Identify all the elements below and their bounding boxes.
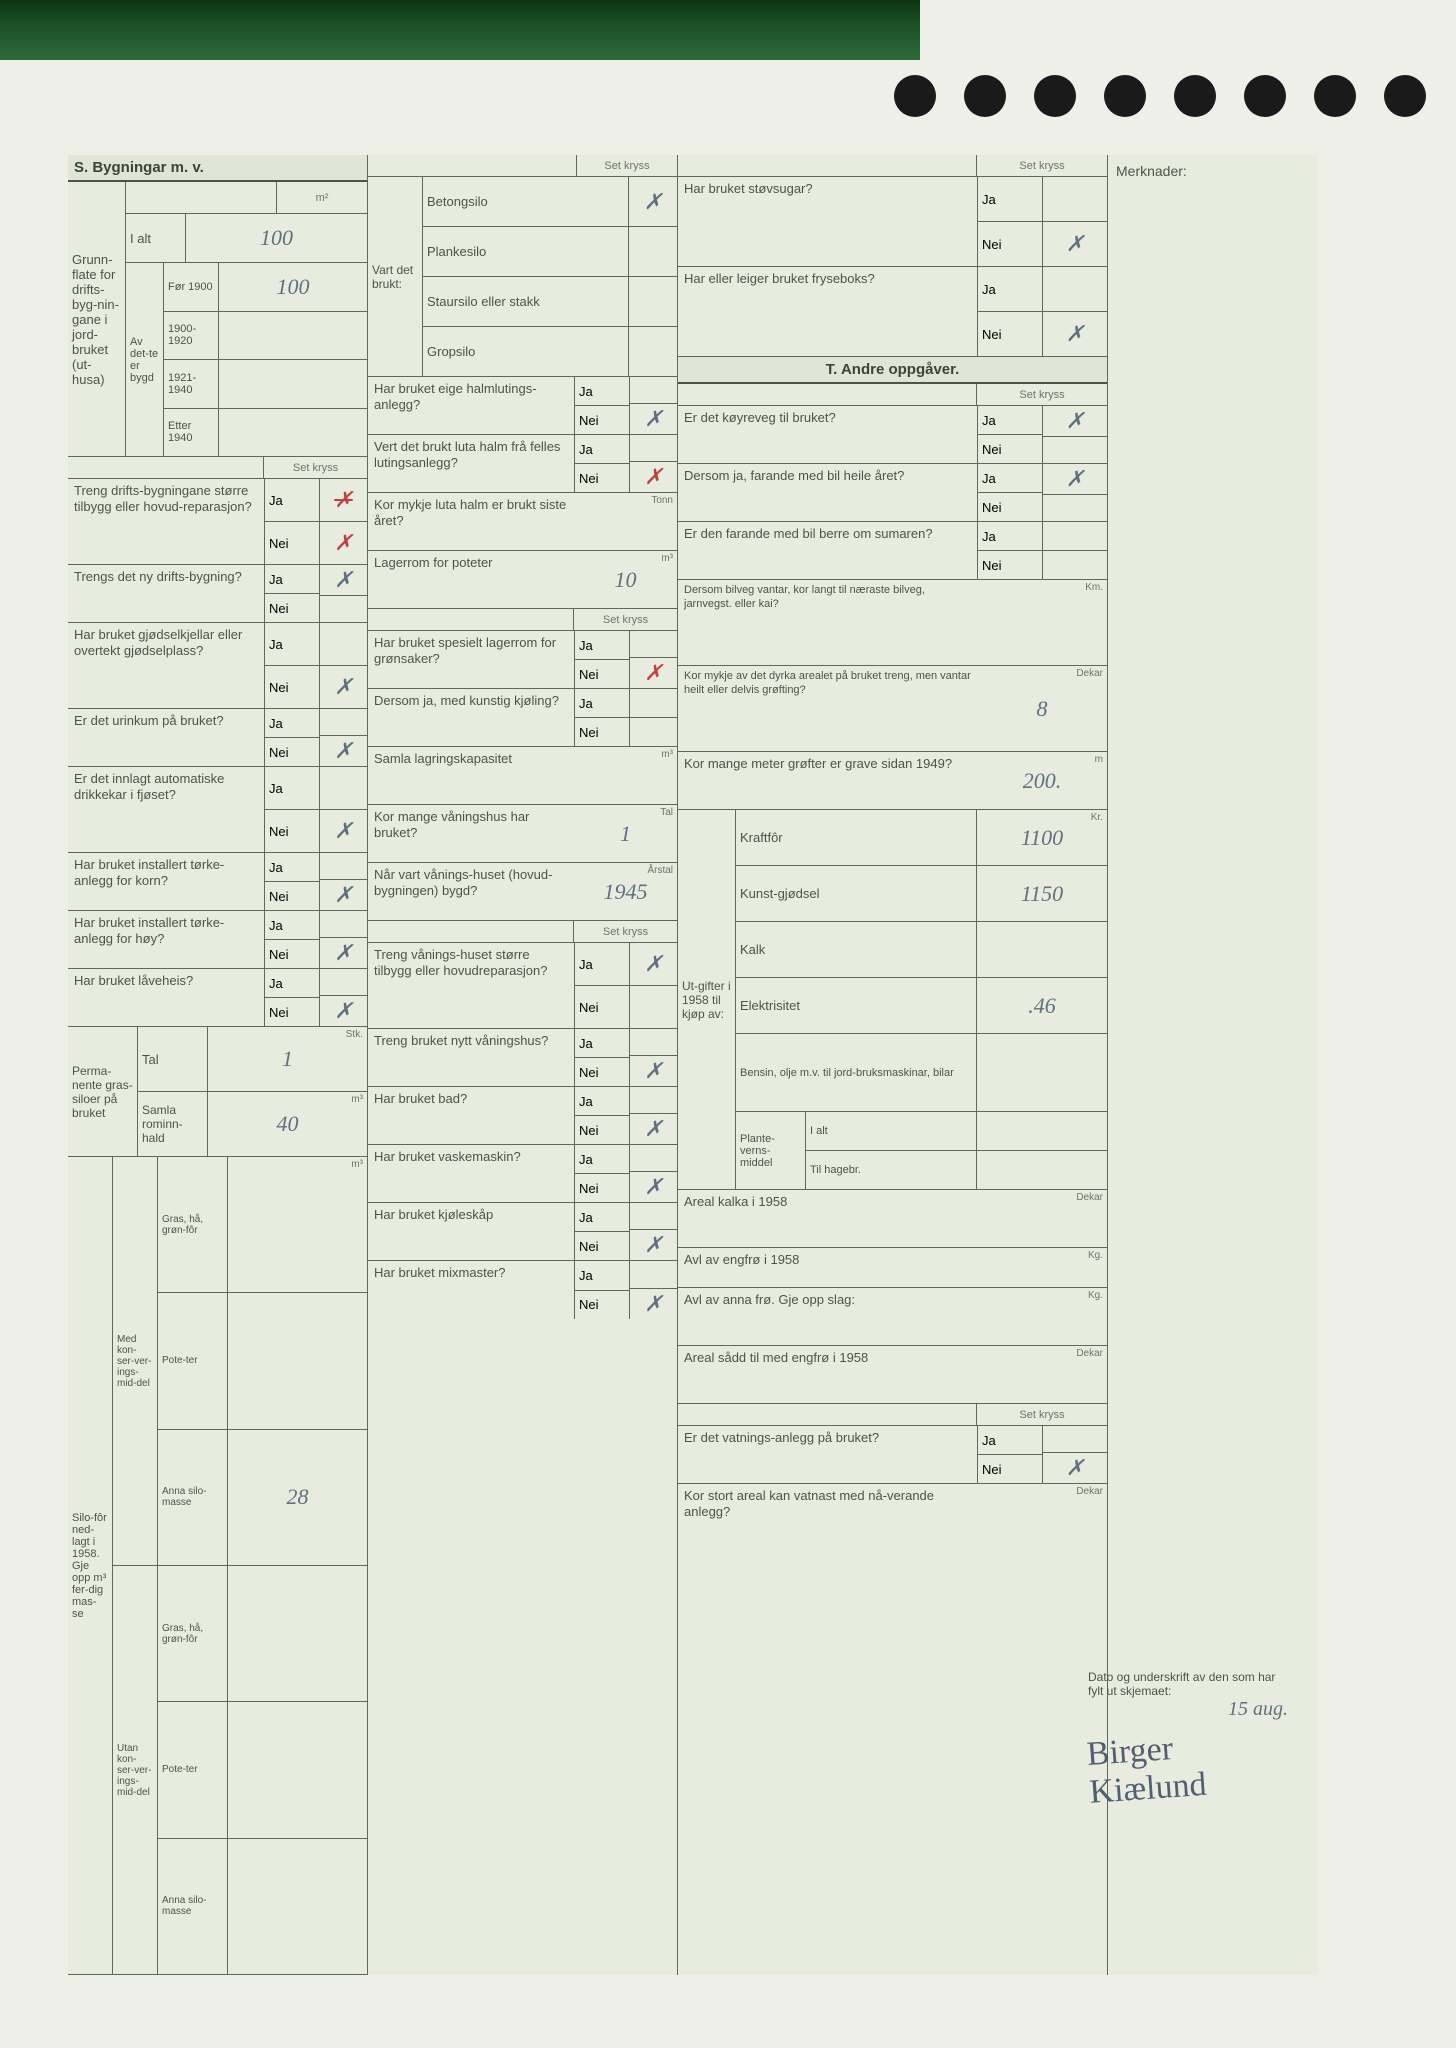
merknader-label: Merknader: (1108, 155, 1318, 187)
q-areal-kalka: Areal kalka i 1958 Dekar (678, 1190, 1107, 1248)
q-urinkum: Er det urinkum på bruket? JaNei ✗ (68, 709, 367, 767)
q-grofting: Kor mykje av det dyrka arealet på bruket… (678, 666, 1107, 752)
siloer-block: Perma-nente gras-siloer på bruket Tal St… (68, 1027, 367, 1157)
signature-handwritten: Birger Kiælund (1086, 1722, 1291, 1812)
mark-ja: ✗ (334, 487, 352, 513)
q-engfro-1958: Areal sådd til med engfrø i 1958 Dekar (678, 1346, 1107, 1404)
grunnflate-label: Grunn-flate for drifts-byg-nin-gane i jo… (68, 182, 126, 456)
q-grofter: Kor mange meter grøfter er grave sidan 1… (678, 752, 1107, 810)
for1900-value: 100 (277, 274, 310, 300)
q-lagring: Samla lagringskapasitet m³ (368, 747, 677, 805)
q-stovsugar: Har bruket støvsugar? JaNei ✗ (678, 177, 1107, 267)
silofor-block: Silo-fôr ned-lagt i 1958. Gje opp m³ fer… (68, 1157, 367, 1975)
q-bil-heile: Dersom ja, farande med bil heile året? J… (678, 464, 1107, 522)
scanner-edge-strip (0, 0, 920, 60)
grunnflate-block: Grunn-flate for drifts-byg-nin-gane i jo… (68, 182, 367, 457)
q-bilveg-km: Dersom bilveg vantar, kor langt til næra… (678, 580, 1107, 666)
i-alt-value: 100 (260, 225, 293, 251)
utgifter-block: Ut-gifter i 1958 til kjøp av: KraftfôrKr… (678, 810, 1107, 1190)
q-poteter: Lagerrom for poteter m³10 (368, 551, 677, 609)
column-3-4: Set kryss Har bruket støvsugar? JaNei ✗ … (678, 155, 1108, 1975)
q-anna-fro: Avl av anna frø. Gje opp slag: Kg. (678, 1288, 1107, 1346)
q-koyreveg: Er det køyreveg til bruket? JaNei ✗ (678, 406, 1107, 464)
silo-types: Vart det brukt: Betongsilo✗ Plankesilo S… (368, 177, 677, 377)
q-kjoleskap: Har bruket kjøleskåp JaNei ✗ (368, 1203, 677, 1261)
period-1921-1940: 1921-1940 (164, 360, 219, 407)
q-bad: Har bruket bad? JaNei ✗ (368, 1087, 677, 1145)
section-t-title: T. Andre oppgåver. (678, 357, 1107, 384)
q-gjodsel: Har bruket gjødselkjellar eller overtekt… (68, 623, 367, 709)
q-vaskemaskin: Har bruket vaskemaskin? JaNei ✗ (368, 1145, 677, 1203)
date-handwritten: 15 aug. (1088, 1698, 1288, 1721)
signature-area: Dato og underskrift av den som har fylt … (1088, 1670, 1288, 1805)
section-s-title: S. Bygningar m. v. (68, 155, 367, 182)
q-luta-halm: Kor mykje luta halm er brukt siste året?… (368, 493, 677, 551)
punch-holes (894, 75, 1426, 117)
q-vatning: Er det vatnings-anlegg på bruket? JaNei … (678, 1426, 1107, 1484)
q-nytt-vaning: Treng bruket nytt våningshus? JaNei ✗ (368, 1029, 677, 1087)
period-1900-1920: 1900-1920 (164, 312, 219, 359)
q-vaningshus-tal: Kor mange våningshus har bruket? Tal1 (368, 805, 677, 863)
column-s: S. Bygningar m. v. Grunn-flate for drift… (68, 155, 368, 1975)
form-sheet: S. Bygningar m. v. Grunn-flate for drift… (68, 155, 1318, 1975)
q-engfro: Avl av engfrø i 1958 Kg. (678, 1248, 1107, 1288)
q-fryseboks: Har eller leiger bruket fryseboks? JaNei… (678, 267, 1107, 357)
q-mixmaster: Har bruket mixmaster? JaNei ✗ (368, 1261, 677, 1319)
q-bil-sumaren: Er den farande med bil berre om sumaren?… (678, 522, 1107, 580)
period-etter1940: Etter 1940 (164, 409, 219, 456)
q-torke-hoy: Har bruket installert tørke-anlegg for h… (68, 911, 367, 969)
q-vaningshus-ar: Når vart vånings-huset (hovud-bygningen)… (368, 863, 677, 921)
period-for1900: Før 1900 (164, 263, 219, 310)
q-gronsaker: Har bruket spesielt lagerrom for grønsak… (368, 631, 677, 689)
q-felles-luting: Vert det brukt luta halm frå felles luti… (368, 435, 677, 493)
q-drikkekar: Er det innlagt automatiske drikkekar i f… (68, 767, 367, 853)
q-ny-drifts: Trengs det ny drifts-bygning? JaNei ✗ (68, 565, 367, 623)
q-laveheis: Har bruket låveheis? JaNei ✗ (68, 969, 367, 1027)
sig-label: Dato og underskrift av den som har fylt … (1088, 1670, 1288, 1698)
mark-nei: ✗ (334, 530, 352, 556)
unit-m2: m² (316, 192, 329, 204)
q-kjoling: Dersom ja, med kunstig kjøling? JaNei (368, 689, 677, 747)
q-vatnast: Kor stort areal kan vatnast med nå-veran… (678, 1484, 1107, 1542)
av-dette-label: Av det-te er bygd (126, 263, 164, 456)
set-kryss-label: Set kryss (264, 457, 367, 478)
column-merknader: Merknader: Dato og underskrift av den so… (1108, 155, 1318, 1975)
q-tilbygg: Treng drifts-bygningane større tilbygg e… (68, 479, 367, 565)
i-alt-label: I alt (126, 214, 186, 262)
q-vaning-tilbygg: Treng vånings-huset større tilbygg eller… (368, 943, 677, 1029)
q-torke-korn: Har bruket installert tørke-anlegg for k… (68, 853, 367, 911)
column-2: Set kryss Vart det brukt: Betongsilo✗ Pl… (368, 155, 678, 1975)
q-halmluting: Har bruket eige halmlutings-anlegg? JaNe… (368, 377, 677, 435)
